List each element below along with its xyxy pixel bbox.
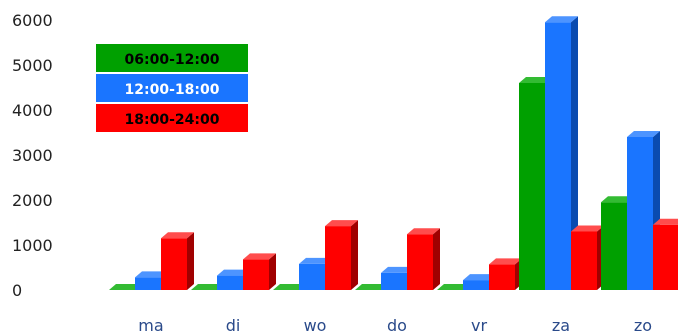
y-tick-label: 5000 [12, 56, 53, 75]
x-axis: ma di wo do vr za zo [138, 316, 652, 333]
y-tick-label: 0 [12, 281, 22, 300]
bar-front [489, 264, 515, 290]
legend-label: 18:00-24:00 [125, 112, 220, 128]
x-tick-label: wo [304, 316, 327, 333]
bar-front [243, 259, 269, 290]
y-tick-label: 3000 [12, 146, 53, 165]
bar-front [571, 231, 597, 290]
y-tick-label: 1000 [12, 236, 53, 255]
legend-label: 12:00-18:00 [125, 82, 220, 98]
y-tick-label: 2000 [12, 191, 53, 210]
bar-wo-series-1 [273, 284, 306, 290]
bar-side [571, 16, 578, 290]
legend-swatch [96, 74, 248, 102]
bar-front [135, 277, 161, 290]
bar-front [519, 83, 545, 290]
x-tick-label: vr [471, 316, 487, 333]
bar-front [381, 272, 407, 290]
bar-top [653, 218, 678, 225]
bar-wo-series-3 [325, 220, 358, 290]
bar-za-series-3 [571, 225, 604, 290]
bar-side [187, 232, 194, 290]
bar-top [437, 284, 470, 290]
bar-top [135, 271, 168, 278]
bar-top [191, 284, 224, 290]
bar-top [109, 284, 142, 290]
bar-top [519, 77, 552, 83]
x-tick-label: di [226, 316, 241, 333]
bar-top [601, 196, 634, 203]
bar-di-series-3 [243, 253, 276, 290]
bar-front [627, 137, 653, 290]
bar-zo-series-2 [627, 131, 660, 290]
bar-do-series-1 [355, 284, 388, 290]
y-tick-label: 6000 [12, 11, 53, 30]
bar-front [653, 224, 678, 290]
bar-front [545, 22, 571, 290]
x-tick-label: za [552, 316, 570, 333]
bar-top [407, 228, 440, 235]
bar-di-series-1 [191, 284, 224, 290]
bar-front [299, 263, 325, 290]
bar-front [325, 226, 351, 290]
bar-front [601, 202, 627, 290]
bar-front [463, 280, 489, 290]
bar-top [161, 232, 194, 239]
y-axis: 0 1000 2000 3000 4000 5000 6000 [12, 11, 53, 300]
bar-top [355, 284, 388, 290]
bar-top [545, 16, 578, 23]
legend-swatch [96, 104, 248, 132]
bar-za-series-2 [545, 16, 578, 290]
x-tick-label: ma [138, 316, 163, 333]
bar-front [161, 238, 187, 290]
bar-top [571, 225, 604, 232]
bars-group [109, 16, 678, 290]
bar-vr-series-1 [437, 284, 470, 290]
legend-label: 06:00-12:00 [125, 52, 220, 68]
bar-ma-series-1 [109, 284, 142, 290]
bar-top [627, 131, 660, 137]
bar-top [243, 253, 276, 260]
bar-side [269, 253, 276, 290]
bar-top [273, 284, 306, 290]
bar-front [407, 234, 433, 290]
bar-side [433, 228, 440, 290]
bar-top [217, 269, 250, 276]
bar-top [489, 258, 522, 265]
bar-top [463, 274, 496, 281]
x-tick-label: do [387, 316, 407, 333]
bar-front [217, 275, 243, 290]
x-tick-label: zo [634, 316, 652, 333]
bar-zo-series-3 [653, 218, 678, 290]
bar-top [381, 266, 414, 273]
bar-side [351, 220, 358, 290]
legend-swatch [96, 44, 248, 72]
bar-ma-series-3 [161, 232, 194, 290]
bar-top [325, 220, 358, 227]
bar-vr-series-3 [489, 258, 522, 290]
legend: 06:00-12:00 12:00-18:00 18:00-24:00 [96, 44, 248, 132]
bar-top [299, 257, 332, 264]
bar-do-series-3 [407, 228, 440, 290]
y-tick-label: 4000 [12, 101, 53, 120]
